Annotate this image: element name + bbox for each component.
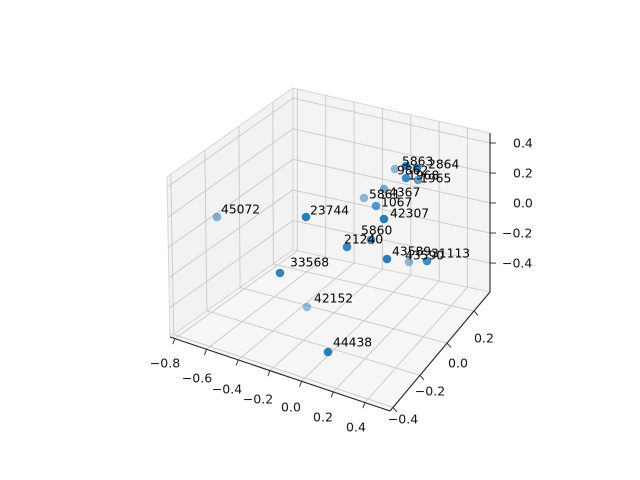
x-tick-label: 0.2 bbox=[313, 410, 333, 425]
point-label-5863: 5863 bbox=[402, 155, 433, 169]
x-grid-floor bbox=[237, 262, 355, 361]
x-axis-spine bbox=[169, 336, 391, 412]
y-grid-wall bbox=[238, 126, 241, 288]
y-grid-floor bbox=[239, 286, 448, 344]
y-grid-wall bbox=[204, 150, 208, 311]
axis-spines bbox=[169, 133, 491, 412]
x-tick-label: −0.4 bbox=[212, 382, 242, 397]
y-axis-spine bbox=[389, 291, 491, 412]
z-tick-label: −0.2 bbox=[502, 226, 532, 241]
x-tick-label: −0.6 bbox=[182, 371, 212, 386]
point-label-1067: 1067 bbox=[381, 196, 412, 210]
z-grid-right-wall bbox=[292, 189, 491, 234]
y-tick bbox=[392, 407, 398, 413]
z-grid-right-wall bbox=[292, 220, 491, 264]
z-grid-left-wall bbox=[168, 189, 294, 279]
scatter-dot-31113 bbox=[422, 256, 432, 266]
z-tick-label: −0.4 bbox=[502, 256, 532, 271]
x-tick bbox=[204, 349, 207, 355]
y-tick bbox=[419, 374, 425, 381]
x-grid-floor bbox=[206, 256, 326, 350]
x-tick bbox=[362, 402, 366, 409]
x-tick bbox=[330, 391, 334, 398]
point-label-31113: 31113 bbox=[431, 247, 470, 261]
scatter-dot-43590 bbox=[404, 257, 414, 267]
y-tick-label: −0.2 bbox=[415, 384, 445, 399]
y-grid-floor bbox=[206, 310, 421, 376]
point-label-4367: 4367 bbox=[389, 186, 420, 200]
point-labels: 45072 23744335684215244438212405860423071… bbox=[221, 155, 470, 350]
scatter-dot-33568 bbox=[275, 268, 285, 278]
scatter-dot-5863 bbox=[401, 161, 411, 171]
x-tick-label: 0.0 bbox=[281, 400, 301, 415]
z-grid-right-wall bbox=[292, 97, 491, 144]
scatter-dot-45072 bbox=[212, 212, 222, 222]
z-grid-left-wall bbox=[166, 97, 294, 188]
point-label-21240: 21240 bbox=[344, 233, 383, 247]
z-grid-right-wall bbox=[292, 158, 491, 204]
point-label-2864: 2864 bbox=[428, 158, 459, 172]
scatter-points bbox=[212, 161, 432, 357]
scatter-dot-2864 bbox=[412, 163, 422, 173]
z-grid-left-wall bbox=[169, 220, 294, 309]
y-grid-floor bbox=[173, 333, 394, 408]
point-label-45072: 45072 bbox=[221, 203, 260, 217]
scatter-dot-21240 bbox=[342, 242, 352, 252]
x-grid-floor bbox=[269, 268, 383, 371]
scatter-dot-42307 bbox=[379, 214, 389, 224]
x-grid-floor bbox=[364, 286, 468, 403]
scatter-dot-1968 bbox=[401, 173, 411, 183]
point-label-1965: 1965 bbox=[420, 172, 451, 186]
y-grid-floor bbox=[273, 263, 475, 312]
scatter-dot-4367 bbox=[379, 184, 389, 194]
z-grid-left-wall bbox=[168, 158, 294, 248]
z-tick-label: 0.2 bbox=[513, 166, 533, 181]
tick-labels: −0.8−0.6−0.4−0.20.00.20.40.20.0−0.2−0.40… bbox=[150, 136, 533, 435]
x-tick-label: −0.2 bbox=[243, 392, 273, 407]
point-label-5861: 5861 bbox=[369, 188, 400, 202]
x-grid-floor bbox=[174, 250, 298, 339]
scatter-dot-44438 bbox=[323, 347, 333, 357]
y-tick bbox=[446, 342, 452, 348]
x-tick-label: 0.4 bbox=[346, 420, 366, 435]
point-label-42307: 42307 bbox=[390, 207, 429, 221]
scatter-dot-43589 bbox=[382, 254, 392, 264]
z-tick-label: 0.0 bbox=[513, 196, 533, 211]
y-tick-label: 0.2 bbox=[474, 331, 494, 346]
x-tick bbox=[267, 370, 271, 377]
x-tick-label: −0.8 bbox=[150, 356, 180, 371]
tick-marks bbox=[172, 142, 496, 413]
point-label-1968: 1968 bbox=[408, 169, 439, 183]
scatter-dot-42152 bbox=[302, 302, 312, 312]
x-tick bbox=[299, 381, 302, 387]
point-label-33568: 33568 bbox=[290, 256, 329, 270]
scatter-dot-23744 bbox=[301, 212, 311, 222]
x-grid-floor bbox=[301, 274, 412, 382]
y-grid-wall bbox=[170, 174, 175, 335]
scatter-dot-5861 bbox=[359, 193, 369, 203]
z-grid-left-wall bbox=[167, 128, 294, 218]
scatter-dot-9862 bbox=[390, 164, 400, 174]
point-label-9862: 9862 bbox=[397, 164, 428, 178]
z-tick-label: 0.4 bbox=[513, 136, 533, 151]
x-tick bbox=[172, 338, 176, 345]
scatter-dot-1067 bbox=[371, 201, 381, 211]
scatter-dot-5860 bbox=[366, 235, 376, 245]
grid-lines bbox=[166, 88, 491, 408]
y-tick-label: 0.0 bbox=[448, 356, 468, 371]
y-tick-label: −0.4 bbox=[388, 412, 418, 427]
y-tick bbox=[473, 310, 479, 316]
point-label-23744: 23744 bbox=[310, 204, 349, 218]
point-label-5860: 5860 bbox=[361, 224, 392, 238]
point-label-44438: 44438 bbox=[333, 336, 372, 350]
scatter-dot-1965 bbox=[413, 175, 423, 185]
point-label-43590: 43590 bbox=[405, 249, 444, 263]
z-grid-right-wall bbox=[292, 128, 491, 174]
point-label-43589: 43589 bbox=[392, 245, 431, 259]
x-grid-floor bbox=[332, 280, 440, 393]
x-tick bbox=[235, 359, 239, 366]
point-label-42152: 42152 bbox=[314, 292, 353, 306]
